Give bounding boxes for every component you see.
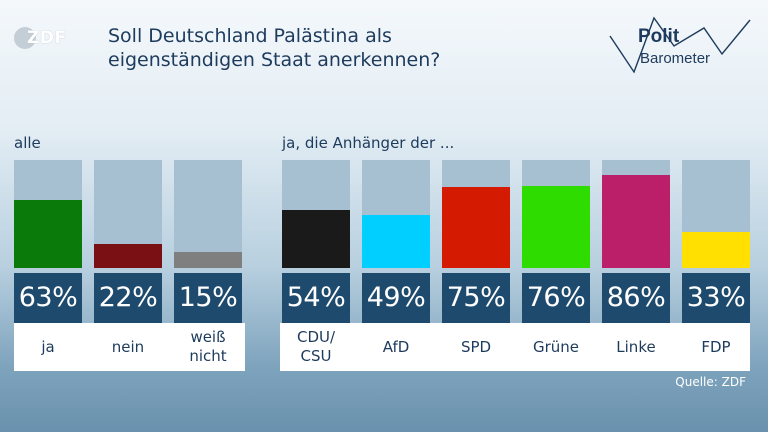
zdf-logo-ring-icon <box>14 27 36 49</box>
group-label-party: ja, die Anhänger der ... <box>282 134 455 152</box>
bar-fdp <box>682 232 750 268</box>
data-label-afd: 49% <box>362 273 430 323</box>
source-note: Quelle: ZDF <box>675 375 746 389</box>
category-label-fdp: FDP <box>701 337 731 356</box>
data-label-cdu-csu: 54% <box>282 273 350 323</box>
category-label-spd: SPD <box>460 337 492 356</box>
category-label-afd: AfD <box>382 337 410 356</box>
zdf-logo-text: ZDF <box>27 28 67 48</box>
politbarometer-line-2: Barometer <box>640 50 711 67</box>
zdf-logo: ZDF <box>14 25 67 51</box>
label-strip-party <box>280 323 750 371</box>
data-label-nein: 22% <box>94 273 162 323</box>
chart-title-line-1: Soll Deutschland Palästina als <box>108 25 392 47</box>
politbarometer-logo: Polit Barometer <box>604 14 754 80</box>
bar-grüne <box>522 186 590 268</box>
bar-background-weiß-nicht <box>174 160 242 268</box>
label-strip-all <box>14 323 245 371</box>
group-label-all: alle <box>14 134 41 152</box>
bar-nein <box>94 244 162 268</box>
data-label-weiß-nicht: 15% <box>174 273 242 323</box>
data-label-grüne: 76% <box>522 273 590 323</box>
category-label-linke: Linke <box>616 337 656 356</box>
data-label-fdp: 33% <box>682 273 750 323</box>
politbarometer-line-1: Polit <box>638 26 680 47</box>
bar-weiß-nicht <box>174 252 242 268</box>
category-label-nein: nein <box>111 337 145 356</box>
bar-ja <box>14 200 82 268</box>
category-label-weiß-nicht: weiß nicht <box>189 328 227 365</box>
chart-title: Soll Deutschland Palästina als eigenstän… <box>108 24 568 72</box>
data-label-ja: 63% <box>14 273 82 323</box>
bar-linke <box>602 175 670 268</box>
bar-spd <box>442 187 510 268</box>
category-label-grüne: Grüne <box>532 337 580 356</box>
category-label-cdu-csu: CDU/ CSU <box>296 328 336 365</box>
bar-afd <box>362 215 430 268</box>
chart-title-line-2: eigenständigen Staat anerkennen? <box>108 49 441 71</box>
category-label-ja: ja <box>41 337 55 356</box>
data-label-spd: 75% <box>442 273 510 323</box>
bar-cdu-csu <box>282 210 350 268</box>
data-label-linke: 86% <box>602 273 670 323</box>
politbarometer-zigzag-icon <box>609 16 751 74</box>
